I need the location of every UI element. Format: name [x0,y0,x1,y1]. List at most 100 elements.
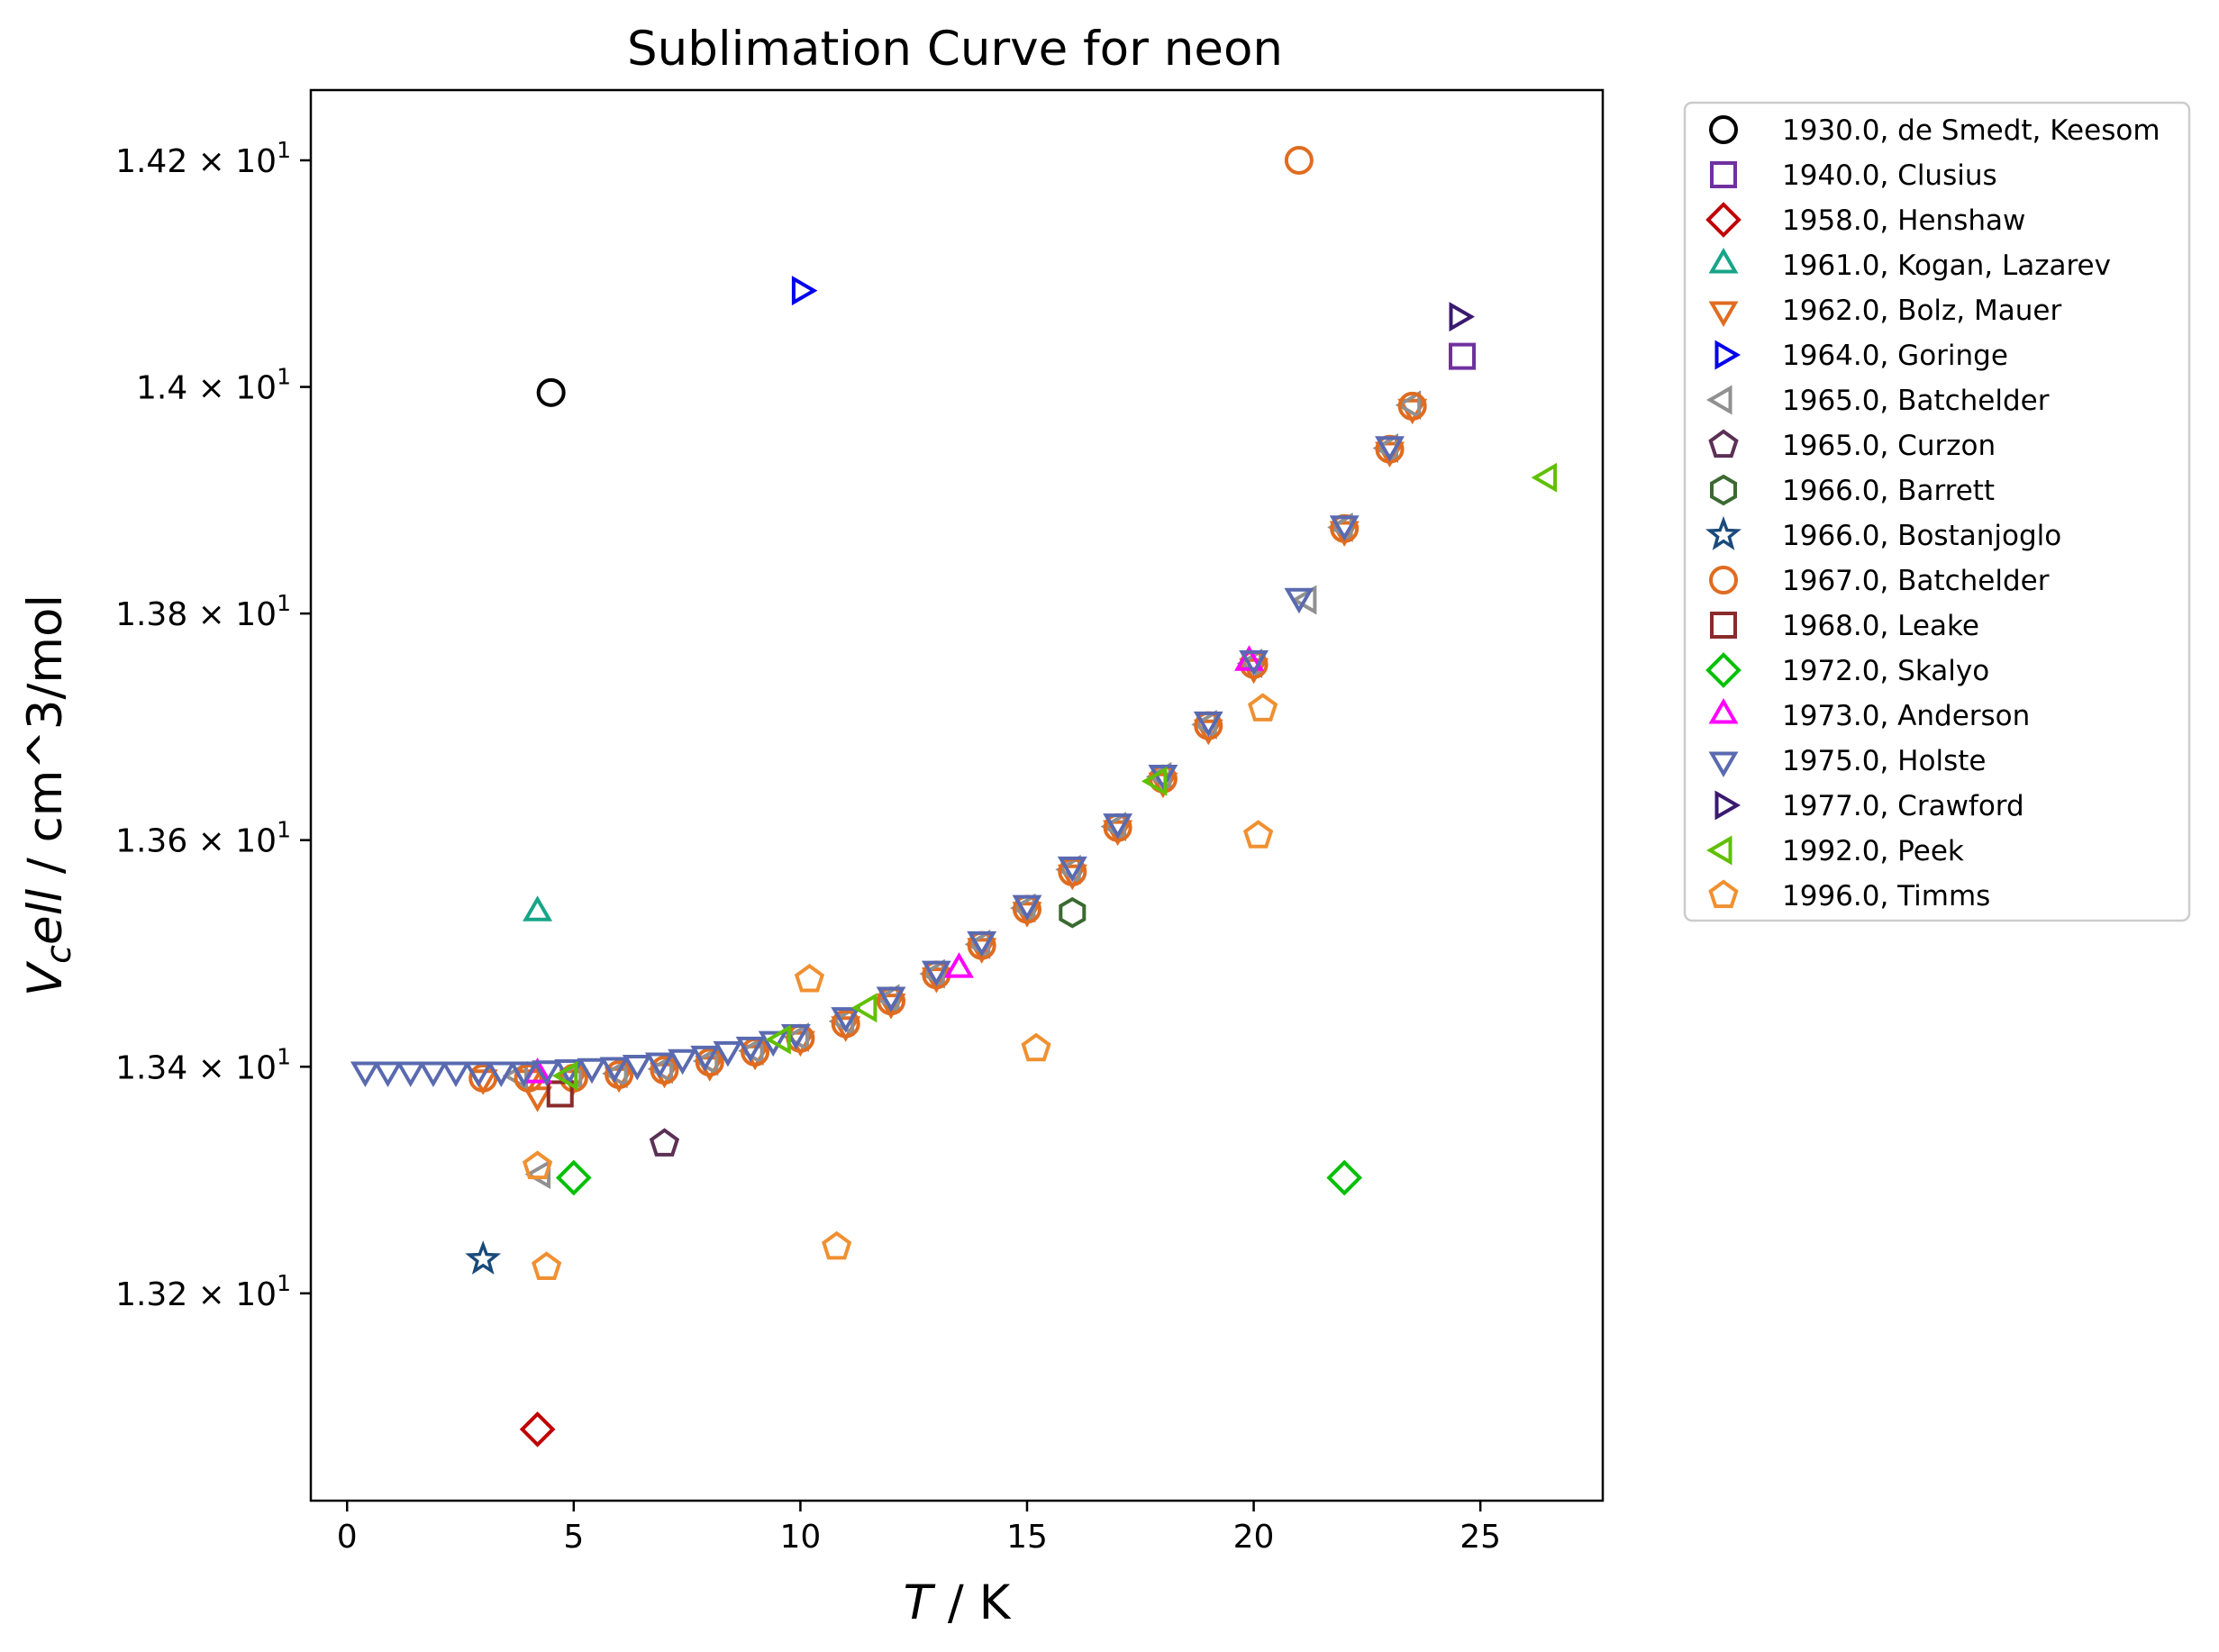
data-point [690,1045,721,1072]
legend-marker [1705,652,1742,688]
data-point [1531,462,1558,493]
legend-marker [1708,301,1739,327]
legend-frame [1683,101,2191,922]
data-point [650,1056,679,1085]
legend-label: 1961.0, Kogan, Lazarev [1782,250,2111,282]
series-0 [536,377,566,407]
y-axis-label-subscript: c [39,945,78,964]
data-point [486,1061,516,1087]
data-point [577,1057,607,1085]
data-point [1329,515,1360,541]
x-tick-label: 10 [780,1519,822,1556]
data-point [546,1080,574,1108]
data-point [1239,649,1269,676]
x-axis-label-unit: / K [932,1575,1012,1630]
legend-label: 1973.0, Anderson [1782,700,2030,732]
legend-item: 1972.0, Skalyo [1705,652,1989,688]
legend-label: 1965.0, Batchelder [1782,385,2050,417]
y-tick-label: 1.4 × 101 [136,364,291,407]
y-axis: 1.32 × 101 1.34 × 101 1.36 × 101 1.38 × 101… [115,137,311,1313]
data-point [794,963,825,993]
legend-marker [1708,879,1739,909]
legend-item: 1964.0, Goringe [1714,340,2008,372]
data-point [536,377,566,407]
y-tick-label: 1.38 × 101 [115,590,291,633]
x-axis: 0 5 10 15 20 25 [337,1501,1501,1556]
y-axis-label-symbol: V [18,960,73,996]
data-point [1103,813,1133,840]
legend-marker [1710,161,1737,188]
series-7 [649,1128,680,1157]
y-tick-label: 1.34 × 101 [115,1043,291,1086]
legend-item: 1966.0, Bostanjoglo [1705,515,2061,552]
data-point [758,1030,788,1057]
data-point [551,1060,578,1091]
legend-item: 1930.0, de Smedt, Keesom [1709,114,2160,147]
plot-marks [350,145,1558,1448]
data-point [831,1007,861,1033]
data-point [1193,711,1223,738]
legend-item: 1958.0, Henshaw [1705,202,2025,238]
data-point [555,1159,592,1196]
data-point [644,1052,675,1078]
data-point [713,1040,743,1067]
legend-item: 1965.0, Curzon [1708,429,1996,462]
data-point [791,276,818,306]
plot-frame [309,88,1605,1502]
data-point [463,1061,494,1087]
legend-label: 1966.0, Barrett [1782,475,1995,507]
y-tick-label: 1.32 × 101 [115,1270,291,1313]
legend-label: 1972.0, Skalyo [1782,655,1989,687]
data-point [1395,390,1422,421]
series-12 [555,1159,1363,1196]
series-9 [465,1240,502,1275]
data-point [523,895,553,921]
legend-item: 1962.0, Bolz, Mauer [1708,295,2061,327]
data-point [695,1048,724,1077]
data-point [1057,856,1087,883]
legend-marker [1705,202,1742,238]
series-15 [1449,302,1475,332]
data-point [599,1057,630,1083]
series-16 [551,462,1558,1091]
legend-label: 1966.0, Bostanjoglo [1782,520,2061,552]
data-point [418,1061,449,1088]
legend-label: 1940.0, Clusius [1782,159,1997,192]
legend-item: 1977.0, Crawford [1714,790,2024,822]
data-point [522,1150,553,1180]
data-point [1449,302,1475,332]
data-point [649,1128,680,1157]
data-point [1248,693,1278,722]
chart-title: Sublimation Curve for neon [627,22,1283,77]
y-axis-label-symbol-2: ell [18,889,73,945]
data-point [1284,587,1314,614]
data-point [1326,1159,1363,1196]
data-point [1012,894,1042,921]
data-point [441,1061,471,1087]
series-8 [1059,896,1087,929]
data-point [1290,585,1317,615]
data-point [605,1060,634,1090]
legend: 1930.0, de Smedt, Keesom 1940.0, Clusius 1… [1683,101,2191,922]
legend-item: 1973.0, Anderson [1708,698,2030,732]
legend-label: 1996.0, Timms [1782,880,1990,912]
data-point [350,1061,380,1087]
legend-item: 1940.0, Clusius [1710,159,1997,192]
legend-marker [1708,751,1739,777]
legend-marker [1706,835,1732,866]
x-tick-label: 5 [563,1519,584,1556]
legend-marker [1714,340,1741,370]
data-point [876,986,906,1013]
data-point [967,930,997,958]
data-point [944,952,974,978]
legend-label: 1975.0, Holste [1782,745,1986,777]
data-point [622,1055,652,1081]
legend-item: 1965.0, Batchelder [1706,385,2050,417]
data-point [1141,766,1168,796]
legend-item: 1992.0, Peek [1706,835,1964,867]
legend-marker [1709,115,1738,144]
data-point [822,1230,852,1260]
legend-marker [1709,566,1738,595]
legend-label: 1965.0, Curzon [1782,430,1996,462]
data-point [828,1006,855,1037]
